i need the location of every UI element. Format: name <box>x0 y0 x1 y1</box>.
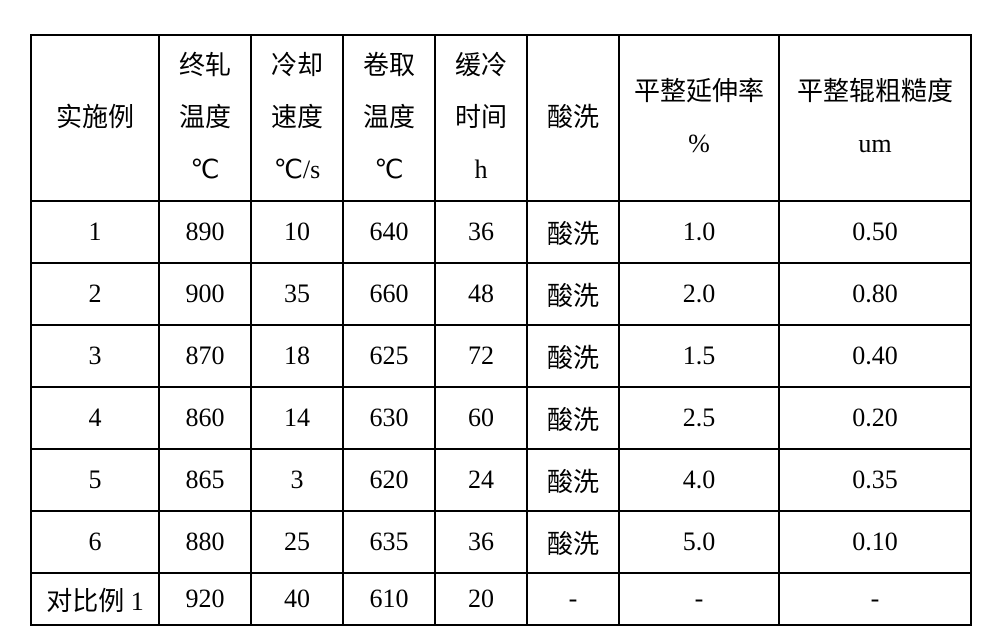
col-header-pickling: 酸洗 <box>527 35 619 201</box>
cell: - <box>527 573 619 625</box>
cell: 630 <box>343 387 435 449</box>
cell: 860 <box>159 387 251 449</box>
table-header-row: 实施例 终轧温度℃ 冷却速度℃/s 卷取温度℃ 缓冷时间h 酸洗 平整延伸率% … <box>31 35 971 201</box>
cell: 酸洗 <box>527 449 619 511</box>
cell: 0.10 <box>779 511 971 573</box>
cell: 10 <box>251 201 343 263</box>
cell: 60 <box>435 387 527 449</box>
cell: 48 <box>435 263 527 325</box>
cell: 3 <box>31 325 159 387</box>
table-row: 4 860 14 630 60 酸洗 2.5 0.20 <box>31 387 971 449</box>
cell: 酸洗 <box>527 263 619 325</box>
data-table: 实施例 终轧温度℃ 冷却速度℃/s 卷取温度℃ 缓冷时间h 酸洗 平整延伸率% … <box>30 34 972 626</box>
cell: 酸洗 <box>527 511 619 573</box>
col-header-finish-temp: 终轧温度℃ <box>159 35 251 201</box>
cell: 2.0 <box>619 263 779 325</box>
table-row-compare: 对比例 1 920 40 610 20 - - - <box>31 573 971 625</box>
cell: - <box>779 573 971 625</box>
cell: 3 <box>251 449 343 511</box>
col-header-example: 实施例 <box>31 35 159 201</box>
cell: 0.35 <box>779 449 971 511</box>
cell: 640 <box>343 201 435 263</box>
cell: 660 <box>343 263 435 325</box>
cell: 酸洗 <box>527 201 619 263</box>
cell: 对比例 1 <box>31 573 159 625</box>
col-header-elongation: 平整延伸率% <box>619 35 779 201</box>
col-header-roughness: 平整辊粗糙度um <box>779 35 971 201</box>
cell: 5.0 <box>619 511 779 573</box>
cell: 880 <box>159 511 251 573</box>
cell: 36 <box>435 511 527 573</box>
cell: 2 <box>31 263 159 325</box>
cell: 20 <box>435 573 527 625</box>
cell: 6 <box>31 511 159 573</box>
cell: 4 <box>31 387 159 449</box>
col-header-cool-rate: 冷却速度℃/s <box>251 35 343 201</box>
page: 实施例 终轧温度℃ 冷却速度℃/s 卷取温度℃ 缓冷时间h 酸洗 平整延伸率% … <box>0 0 1000 639</box>
cell: 1.0 <box>619 201 779 263</box>
cell: 40 <box>251 573 343 625</box>
col-header-slow-cool: 缓冷时间h <box>435 35 527 201</box>
cell: 酸洗 <box>527 387 619 449</box>
cell: 0.50 <box>779 201 971 263</box>
table-row: 1 890 10 640 36 酸洗 1.0 0.50 <box>31 201 971 263</box>
cell: 25 <box>251 511 343 573</box>
cell: 72 <box>435 325 527 387</box>
cell: 14 <box>251 387 343 449</box>
cell: 870 <box>159 325 251 387</box>
cell: 635 <box>343 511 435 573</box>
cell: 1.5 <box>619 325 779 387</box>
cell: 0.40 <box>779 325 971 387</box>
table-row: 5 865 3 620 24 酸洗 4.0 0.35 <box>31 449 971 511</box>
cell: 2.5 <box>619 387 779 449</box>
table-row: 2 900 35 660 48 酸洗 2.0 0.80 <box>31 263 971 325</box>
cell: 36 <box>435 201 527 263</box>
cell: 18 <box>251 325 343 387</box>
cell: 0.80 <box>779 263 971 325</box>
cell: 24 <box>435 449 527 511</box>
cell: 酸洗 <box>527 325 619 387</box>
cell: 890 <box>159 201 251 263</box>
cell: 900 <box>159 263 251 325</box>
cell: 35 <box>251 263 343 325</box>
cell: 620 <box>343 449 435 511</box>
cell: 865 <box>159 449 251 511</box>
cell: 0.20 <box>779 387 971 449</box>
table-row: 6 880 25 635 36 酸洗 5.0 0.10 <box>31 511 971 573</box>
table-row: 3 870 18 625 72 酸洗 1.5 0.40 <box>31 325 971 387</box>
cell: 1 <box>31 201 159 263</box>
cell: 4.0 <box>619 449 779 511</box>
cell: 625 <box>343 325 435 387</box>
cell: 5 <box>31 449 159 511</box>
cell: 610 <box>343 573 435 625</box>
col-header-coil-temp: 卷取温度℃ <box>343 35 435 201</box>
cell: - <box>619 573 779 625</box>
cell: 920 <box>159 573 251 625</box>
